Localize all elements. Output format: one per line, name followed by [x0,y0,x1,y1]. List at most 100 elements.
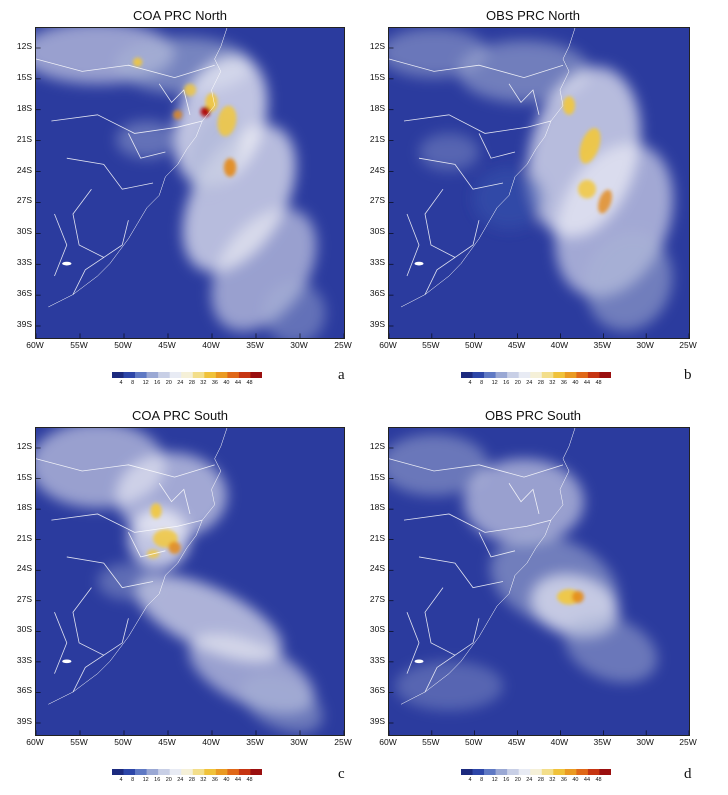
lat-tick-label: 12S [16,441,32,451]
lat-tick-label: 12S [369,41,385,51]
lat-tick-label: 30S [16,226,32,237]
lat-tick-label: 15S [16,71,32,82]
colorbar-tick-label: 12 [491,777,498,783]
lon-tick-label: 30W [636,340,654,350]
country-border [159,84,190,115]
colorbar-tick-label: 20 [514,380,521,386]
colorbar-tick-label: 16 [154,777,161,783]
precip-cell [395,661,503,711]
map-canvas [36,428,344,735]
country-border [509,84,539,115]
colorbar-tick-label: 4 [468,777,472,783]
lon-tick-label: 25W [334,737,352,747]
country-border [425,189,479,257]
lat-tick-label: 30S [369,624,385,635]
country-border [73,655,104,692]
colorbar-tick-label: 4 [468,380,472,386]
precip-cell [133,57,143,67]
lat-tick-label: 39S [16,716,32,726]
lon-tick-label: 40W [202,340,220,350]
precip-cell [585,233,673,331]
precip-cell [200,106,211,117]
precip-cell [173,110,183,120]
lagoon [62,659,72,664]
lon-tick-label: 35W [593,737,612,747]
lon-tick-label: 55W [70,340,88,350]
lon-tick-label: 55W [422,737,440,747]
precip-map [35,427,345,736]
lat-tick-label: 21S [16,133,32,144]
precip-cell [598,189,612,214]
lat-tick-label: 21S [369,532,385,543]
colorbar-tick-label: 20 [165,380,172,386]
precip-cell [458,40,590,103]
lon-tick-label: 30W [290,340,308,350]
colorbar [461,372,611,378]
colorbar [112,769,262,775]
precip-cell [97,563,160,600]
panel-title: COA PRC North [133,8,227,23]
precip-cell [223,158,237,177]
country-border [128,532,165,557]
country-border [389,59,563,78]
panel-label: d [684,766,692,782]
country-border [509,483,539,514]
country-border [73,257,104,294]
precip-cell [217,105,237,137]
precip-cell [564,615,658,683]
lon-tick-label: 60W [379,340,397,350]
country-border [159,483,190,514]
lat-tick-label: 24S [369,164,385,175]
precip-map [388,427,690,736]
coastline [401,428,575,704]
lat-tick-label: 12S [16,41,32,51]
colorbar-tick-label: 28 [537,777,544,783]
colorbar-tick-label: 36 [560,777,567,783]
colorbar-tick-label: 20 [165,777,172,783]
country-border [54,612,66,673]
colorbar-tick-label: 12 [142,777,149,783]
lat-tick-label: 15S [16,471,32,482]
map-canvas [389,28,689,338]
country-border [479,133,515,158]
country-border [67,557,153,588]
coastline [48,28,227,307]
precip-cell [572,590,584,603]
lat-tick-label: 33S [369,257,385,268]
lon-tick-label: 45W [507,737,526,747]
colorbar-tick-label: 36 [560,380,567,386]
colorbar-tick-label: 24 [177,380,184,386]
panel-label: a [338,367,345,383]
precip-cell [116,121,178,159]
country-border [73,189,128,257]
colorbar-tick-label: 16 [154,380,161,386]
colorbar-tick-label: 24 [526,777,533,783]
colorbar-tick-label: 20 [514,777,521,783]
lat-tick-label: 33S [369,654,385,665]
lon-tick-label: 60W [379,737,397,747]
map-canvas [36,28,344,338]
lon-tick-label: 25W [679,737,697,747]
precip-cell [579,128,601,164]
colorbar-tick-label: 40 [572,380,579,386]
lon-tick-label: 35W [246,340,264,350]
colorbar-tick-label: 24 [526,380,533,386]
colorbar-tick-label: 44 [234,777,242,783]
map-canvas [389,428,689,735]
lat-tick-label: 21S [16,532,32,543]
lon-tick-label: 60W [26,340,44,350]
colorbar-tick-label: 8 [480,380,484,386]
lon-tick-label: 55W [70,737,88,747]
lat-tick-label: 33S [16,654,32,665]
colorbar-tick-label: 28 [537,380,544,386]
lon-tick-label: 50W [114,737,132,747]
colorbar-tick-label: 28 [188,777,195,783]
precip-cell [389,434,488,496]
lon-tick-label: 50W [114,340,132,350]
colorbar-tick-label: 4 [119,380,123,386]
panel-label: c [338,766,345,782]
colorbar-tick-label: 32 [549,777,556,783]
country-border [404,115,551,134]
colorbar-tick-label: 4 [119,777,123,783]
country-border [425,588,479,656]
